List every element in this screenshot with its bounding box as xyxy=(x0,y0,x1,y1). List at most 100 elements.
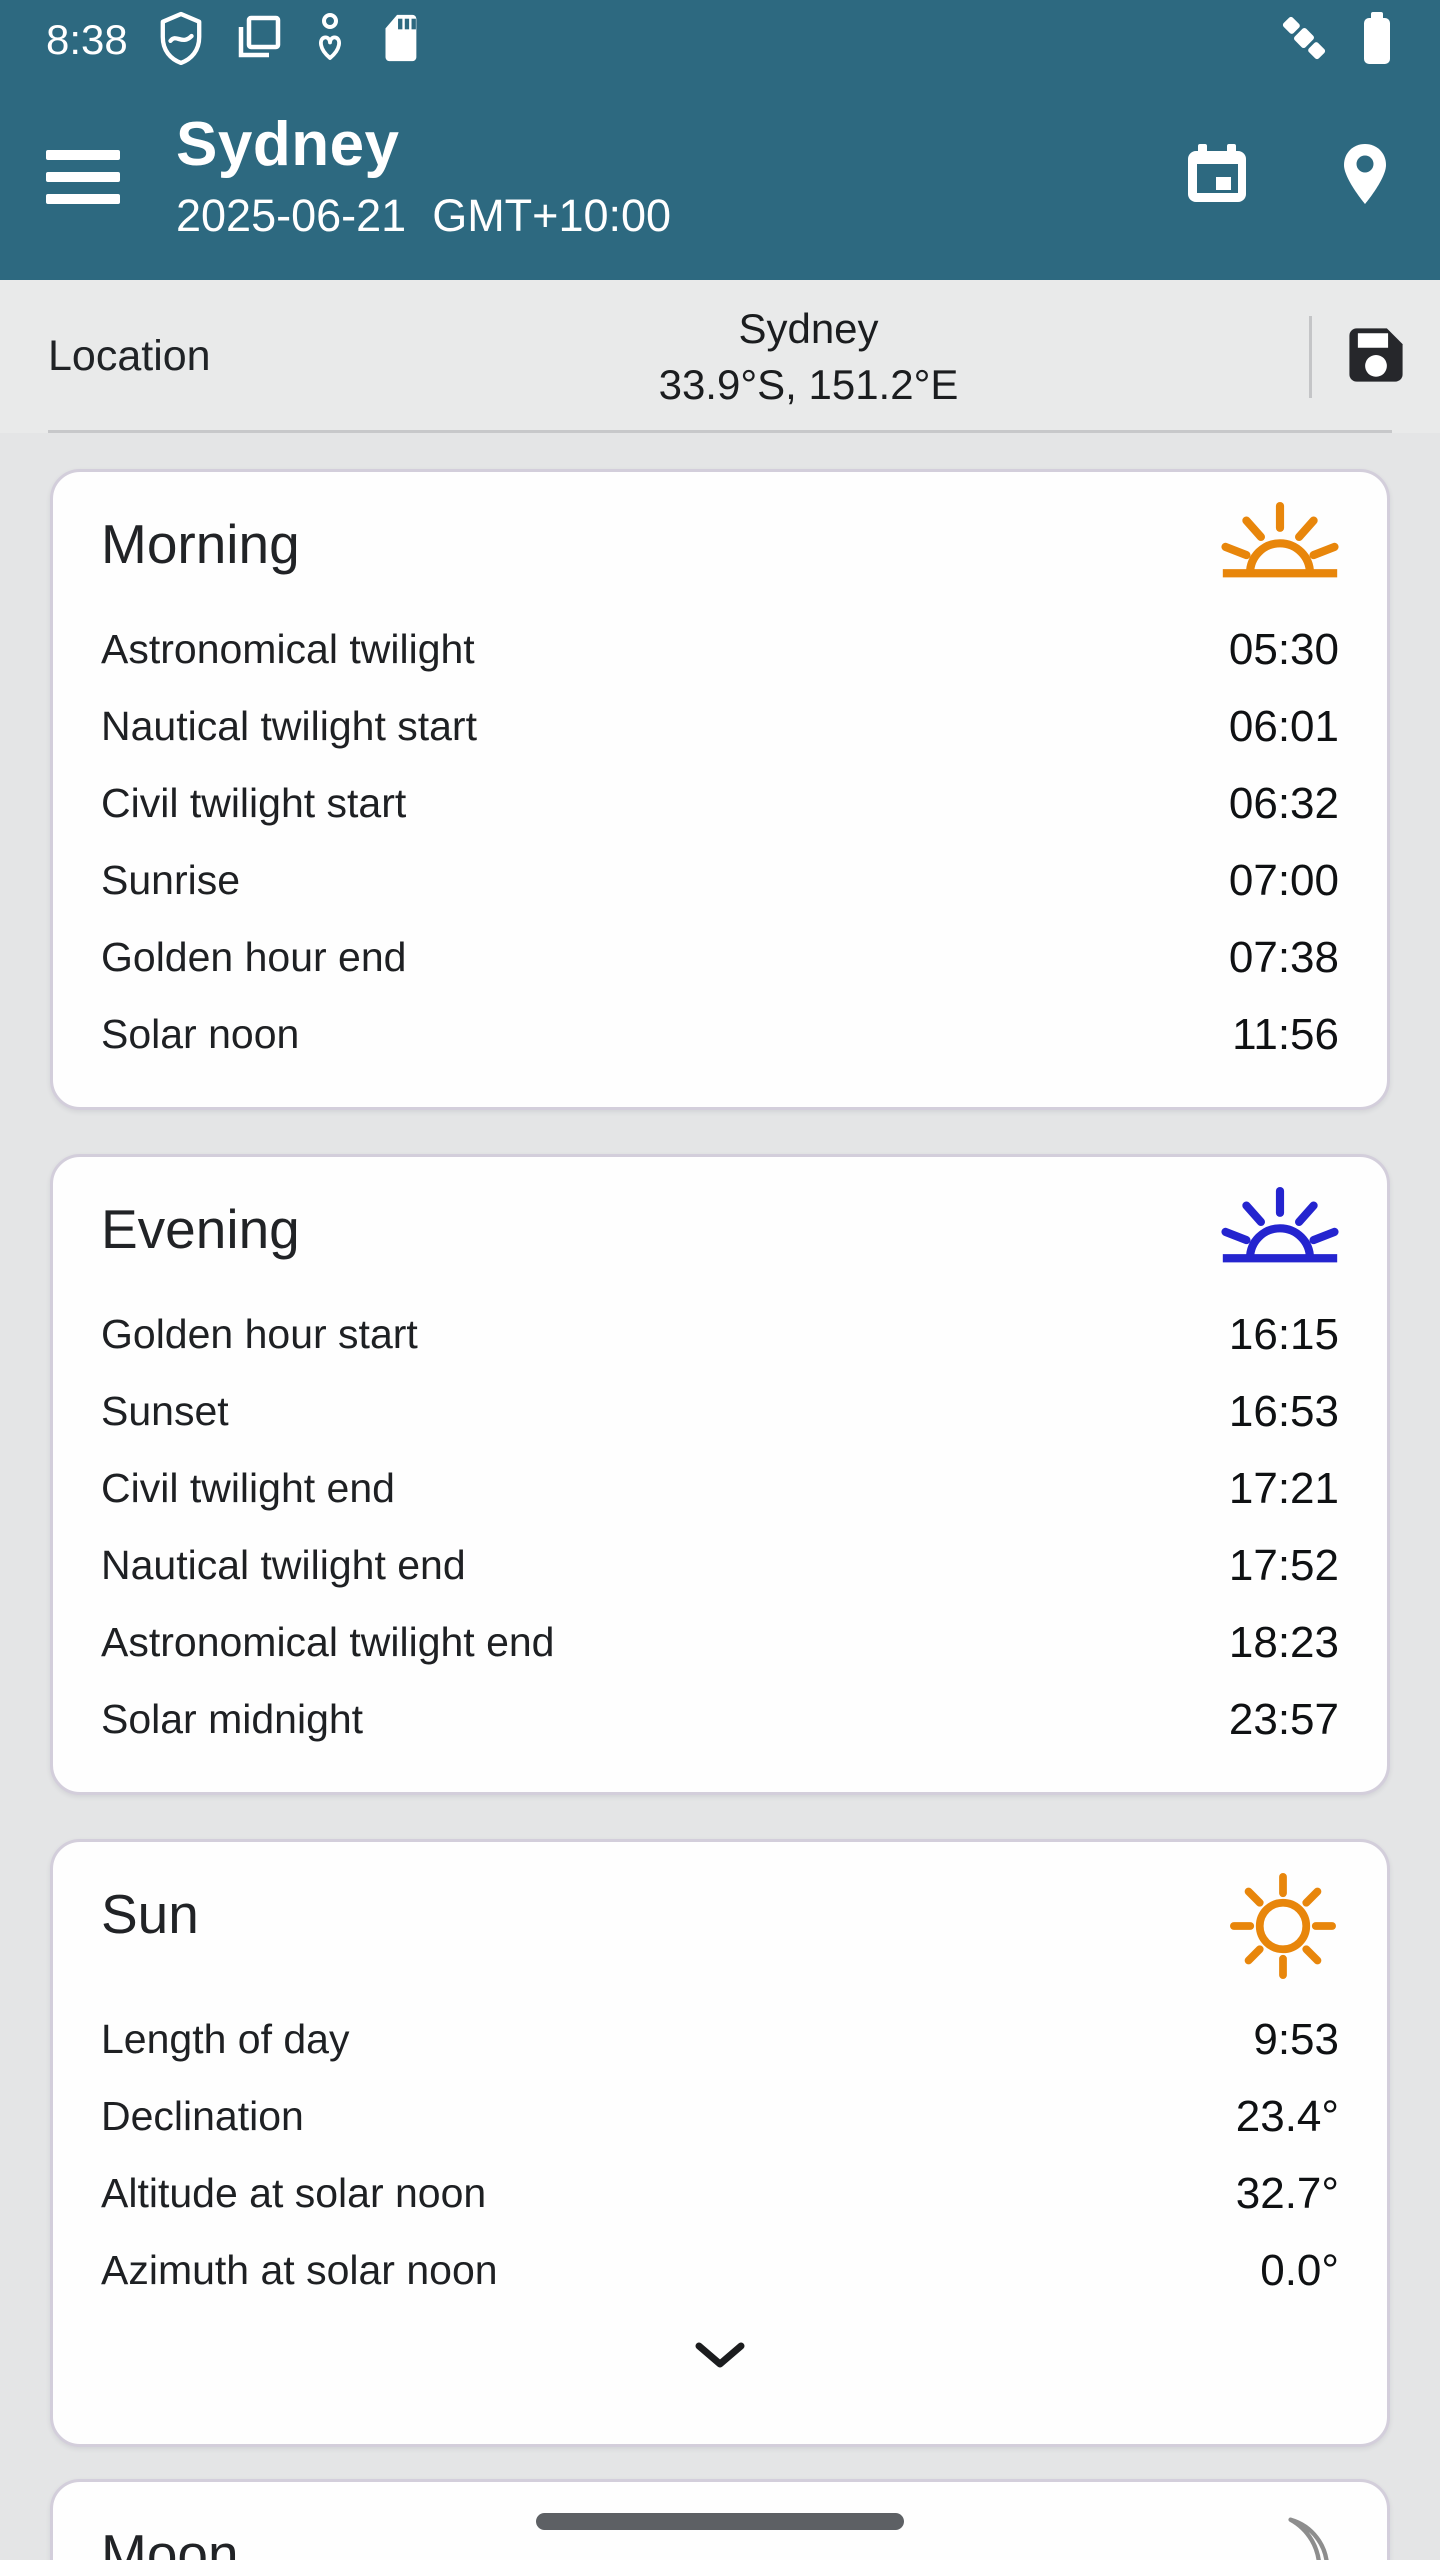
evening-rows: Golden hour start 16:15 Sunset 16:53 Civ… xyxy=(101,1296,1339,1758)
page-title: Sydney xyxy=(176,109,400,179)
hamburger-icon xyxy=(46,150,120,160)
table-row: Length of day 9:53 xyxy=(101,2001,1339,2078)
gesture-navigation-pill[interactable] xyxy=(536,2513,904,2530)
sunset-icon xyxy=(1221,1185,1339,1282)
row-value: 17:52 xyxy=(1228,1540,1339,1590)
row-label: Golden hour end xyxy=(101,934,407,980)
calendar-icon xyxy=(1186,143,1248,207)
crescent-moon-icon xyxy=(1277,2510,1339,2560)
location-value: Sydney 33.9°S, 151.2°E xyxy=(308,301,1309,413)
row-label: Altitude at solar noon xyxy=(101,2170,487,2216)
table-row: Golden hour end 07:38 xyxy=(101,919,1339,996)
location-label: Location xyxy=(48,332,211,380)
app-bar: Sydney 2025-06-21 GMT+10:00 xyxy=(0,80,1440,280)
table-row: Nautical twilight start 06:01 xyxy=(101,688,1339,765)
table-row: Civil twilight start 06:32 xyxy=(101,765,1339,842)
table-row: Astronomical twilight 05:30 xyxy=(101,611,1339,688)
status-time: 8:38 xyxy=(46,16,128,63)
table-row: Astronomical twilight end 18:23 xyxy=(101,1604,1339,1681)
morning-card: Morning Astronomical twilight 05:30 xyxy=(50,469,1390,1110)
moon-card-title: Moon xyxy=(101,2523,239,2560)
table-row: Altitude at solar noon 32.7° xyxy=(101,2155,1339,2232)
save-icon xyxy=(1347,328,1405,387)
row-value: 06:32 xyxy=(1228,778,1339,828)
app-bar-actions xyxy=(1186,142,1390,209)
person-heart-icon xyxy=(312,12,348,69)
row-value: 18:23 xyxy=(1228,1617,1339,1667)
row-label: Solar midnight xyxy=(101,1696,364,1742)
save-wrap xyxy=(1312,326,1440,387)
row-value: 07:00 xyxy=(1228,855,1339,905)
battery-icon xyxy=(1360,10,1394,71)
sun-card: Sun Length of day 9:53 xyxy=(50,1839,1390,2447)
row-label: Civil twilight start xyxy=(101,780,407,826)
morning-rows: Astronomical twilight 05:30 Nautical twi… xyxy=(101,611,1339,1073)
row-value: 32.7° xyxy=(1235,2168,1339,2218)
table-row: Declination 23.4° xyxy=(101,2078,1339,2155)
row-value: 16:53 xyxy=(1228,1386,1339,1436)
timezone-text: GMT+10:00 xyxy=(432,189,672,241)
row-value: 23.4° xyxy=(1235,2091,1339,2141)
status-bar-right xyxy=(1278,10,1394,71)
evening-card-header: Evening xyxy=(101,1183,1339,1282)
location-coordinates: 33.9°S, 151.2°E xyxy=(658,360,959,408)
row-label: Astronomical twilight xyxy=(101,626,475,672)
morning-card-header: Morning xyxy=(101,498,1339,597)
satellite-icon xyxy=(1278,12,1330,69)
evening-card-title: Evening xyxy=(101,1198,300,1260)
sun-card-header: Sun xyxy=(101,1868,1339,1987)
row-value: 23:57 xyxy=(1228,1694,1339,1744)
table-row: Solar noon 11:56 xyxy=(101,996,1339,1073)
expand-sun-details-button[interactable] xyxy=(668,2335,772,2380)
table-row: Golden hour start 16:15 xyxy=(101,1296,1339,1373)
date-text: 2025-06-21 xyxy=(176,189,407,241)
shield-icon xyxy=(158,11,204,70)
table-row: Nautical twilight end 17:52 xyxy=(101,1527,1339,1604)
row-label: Solar noon xyxy=(101,1011,300,1057)
table-row: Sunset 16:53 xyxy=(101,1373,1339,1450)
row-value: 9:53 xyxy=(1253,2014,1339,2064)
sun-icon xyxy=(1227,1870,1339,1987)
vertical-divider xyxy=(1309,315,1312,398)
row-label: Declination xyxy=(101,2093,304,2139)
row-value: 0.0° xyxy=(1260,2245,1339,2295)
row-label: Golden hour start xyxy=(101,1311,418,1357)
row-label: Sunset xyxy=(101,1388,229,1434)
menu-button[interactable] xyxy=(46,134,124,216)
row-label: Azimuth at solar noon xyxy=(101,2247,498,2293)
row-value: 11:56 xyxy=(1232,1009,1339,1059)
row-label: Sunrise xyxy=(101,857,241,903)
sd-card-icon xyxy=(378,11,420,70)
row-label: Nautical twilight end xyxy=(101,1542,466,1588)
row-value: 17:21 xyxy=(1228,1463,1339,1513)
title-block: Sydney 2025-06-21 GMT+10:00 xyxy=(176,109,1186,242)
row-value: 05:30 xyxy=(1228,624,1339,674)
status-bar-left: 8:38 xyxy=(46,11,420,70)
chevron-down-icon xyxy=(692,2342,748,2374)
location-place: Sydney xyxy=(738,304,879,352)
row-value: 16:15 xyxy=(1228,1309,1339,1359)
location-pin-icon xyxy=(1340,143,1390,209)
evening-card: Evening Golden hour start 16:15 Suns xyxy=(50,1154,1390,1795)
table-row: Azimuth at solar noon 0.0° xyxy=(101,2232,1339,2309)
morning-card-title: Morning xyxy=(101,513,300,575)
status-bar: 8:38 xyxy=(0,0,1440,80)
moon-card-header: Moon xyxy=(101,2508,1339,2560)
table-row: Sunrise 07:00 xyxy=(101,842,1339,919)
sunrise-icon xyxy=(1221,500,1339,597)
calendar-button[interactable] xyxy=(1186,143,1248,207)
save-location-button[interactable] xyxy=(1347,326,1405,387)
row-label: Length of day xyxy=(101,2016,350,2062)
overlapping-windows-icon xyxy=(234,14,282,67)
row-label: Nautical twilight start xyxy=(101,703,477,749)
location-bar[interactable]: Location Sydney 33.9°S, 151.2°E xyxy=(0,280,1440,433)
row-value: 07:38 xyxy=(1228,932,1339,982)
row-label: Civil twilight end xyxy=(101,1465,395,1511)
expand-wrap xyxy=(101,2335,1339,2380)
date-timezone: 2025-06-21 GMT+10:00 xyxy=(176,190,1186,242)
sun-card-title: Sun xyxy=(101,1883,199,1945)
my-location-button[interactable] xyxy=(1340,142,1390,209)
row-value: 06:01 xyxy=(1228,701,1339,751)
row-label: Astronomical twilight end xyxy=(101,1619,555,1665)
